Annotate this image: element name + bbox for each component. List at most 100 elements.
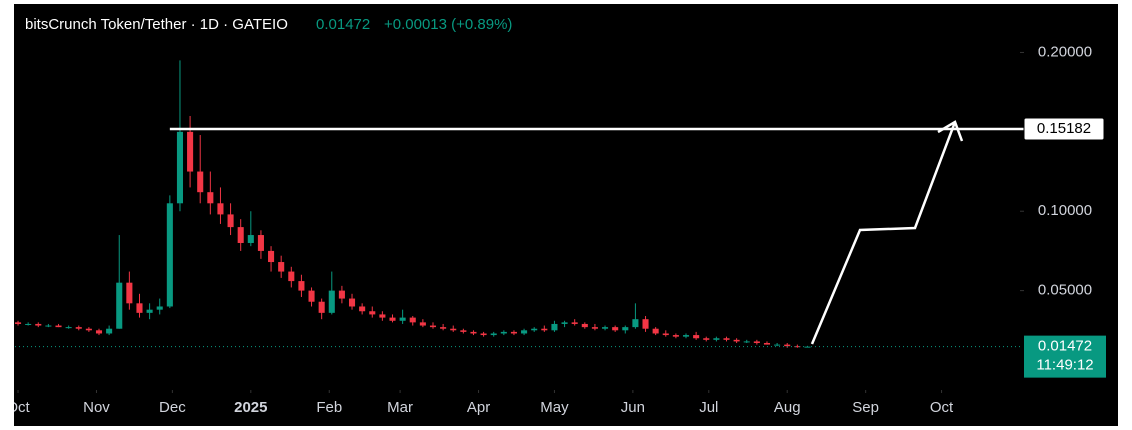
x-tick-label: Feb (316, 399, 342, 416)
candle-body (348, 298, 356, 307)
candle-body (25, 323, 32, 325)
candle-body (602, 327, 609, 329)
candle-body (794, 346, 801, 348)
x-tick-label: Aug (774, 399, 801, 416)
candle-body (591, 327, 598, 329)
x-tick-label: Jun (621, 399, 645, 416)
candle-body (632, 319, 639, 328)
candle-body (166, 203, 173, 307)
candle-body (612, 327, 619, 331)
candle-body (763, 343, 771, 345)
x-tick-label: Mar (387, 399, 413, 416)
candle-body (278, 262, 285, 272)
candle-body (581, 323, 588, 328)
x-tick-label: 2025 (234, 399, 267, 416)
x-tick-label: Nov (83, 399, 110, 416)
candle-body (419, 322, 426, 326)
candle-body (257, 235, 264, 251)
candle-body (703, 338, 710, 340)
candle-body (450, 328, 457, 331)
candle-body (197, 171, 204, 193)
candle-body (480, 333, 487, 336)
candle-body (247, 235, 254, 243)
candle-body (642, 319, 649, 329)
candle-body (156, 306, 163, 310)
candle-body (774, 344, 781, 346)
candle-body (561, 322, 568, 324)
x-tick-label: Sep (852, 399, 879, 416)
candle-body (784, 344, 791, 347)
candle-body (207, 192, 214, 204)
candle-body (217, 203, 224, 215)
candle-body (328, 290, 335, 313)
candle-body (500, 331, 507, 334)
hline-label: 0.15182 (1037, 120, 1091, 137)
candle-body (399, 317, 406, 321)
candle-body (490, 333, 497, 336)
candle-body (622, 327, 629, 331)
candle-body (176, 131, 184, 204)
candle-body (65, 327, 72, 329)
candle-body (308, 290, 315, 302)
x-tick-label: Jul (699, 399, 718, 416)
last-price: 0.01472 (316, 16, 370, 33)
candle-body (187, 131, 194, 172)
candle-body (288, 271, 295, 282)
x-tick-label: Dec (159, 399, 186, 416)
candle-body (136, 303, 143, 313)
candle-body (237, 227, 244, 243)
price-change: +0.00013 (+0.89%) (384, 16, 512, 33)
candle-body (510, 331, 517, 334)
chart-title: bitsCrunch Token/Tether · 1D · GATEIO (25, 16, 288, 33)
candle-body (672, 335, 679, 337)
candle-body (662, 333, 669, 336)
candle-body (541, 328, 548, 331)
candle-body (693, 335, 700, 339)
candle-body (521, 330, 528, 334)
candle-body (268, 250, 275, 263)
arrow-drawing (810, 121, 957, 345)
candle-body (318, 301, 325, 313)
candle-body (389, 317, 396, 321)
hline-label-box (1023, 117, 1105, 141)
candle-body (116, 282, 123, 329)
background (14, 4, 1118, 426)
candle-body (15, 322, 22, 324)
x-tick-label: Oct (6, 399, 30, 416)
last-price-box (1024, 335, 1106, 378)
candle-body (682, 335, 690, 337)
candle-body (369, 311, 376, 315)
candle-body (106, 328, 113, 334)
last-price-label: 0.01472 (1038, 338, 1092, 355)
candle-body (460, 330, 467, 332)
candle-body (146, 309, 153, 313)
candle-body (359, 306, 366, 312)
y-tick-label: 0.10000 (1038, 202, 1092, 219)
plot: Oct Nov Dec 2025 Feb Mar Apr May Jun Jul Aug Sep Oct (6, 60, 1020, 416)
candle-body (743, 341, 750, 343)
candle-body (35, 323, 42, 326)
candle-body (55, 325, 62, 328)
y-tick-label: 0.05000 (1038, 282, 1092, 299)
countdown: 11:49:12 (1036, 357, 1093, 374)
candle-body (733, 339, 740, 342)
candle-body (85, 328, 92, 331)
x-tick-label: Apr (467, 399, 490, 416)
candle-body (409, 317, 416, 323)
x-tick-label: Oct (930, 399, 954, 416)
candle-body (723, 338, 730, 340)
candle-body (126, 282, 133, 304)
candle-body (652, 328, 659, 334)
candle-body (338, 290, 345, 299)
candle-body (571, 322, 578, 324)
x-tick-label: May (540, 399, 569, 416)
candle-body (429, 325, 437, 328)
candle-body (298, 281, 305, 291)
candle-body (75, 327, 82, 329)
candle-body (227, 214, 234, 228)
candle-body (440, 327, 447, 329)
candle-body (470, 331, 477, 334)
candle-body (379, 314, 386, 318)
